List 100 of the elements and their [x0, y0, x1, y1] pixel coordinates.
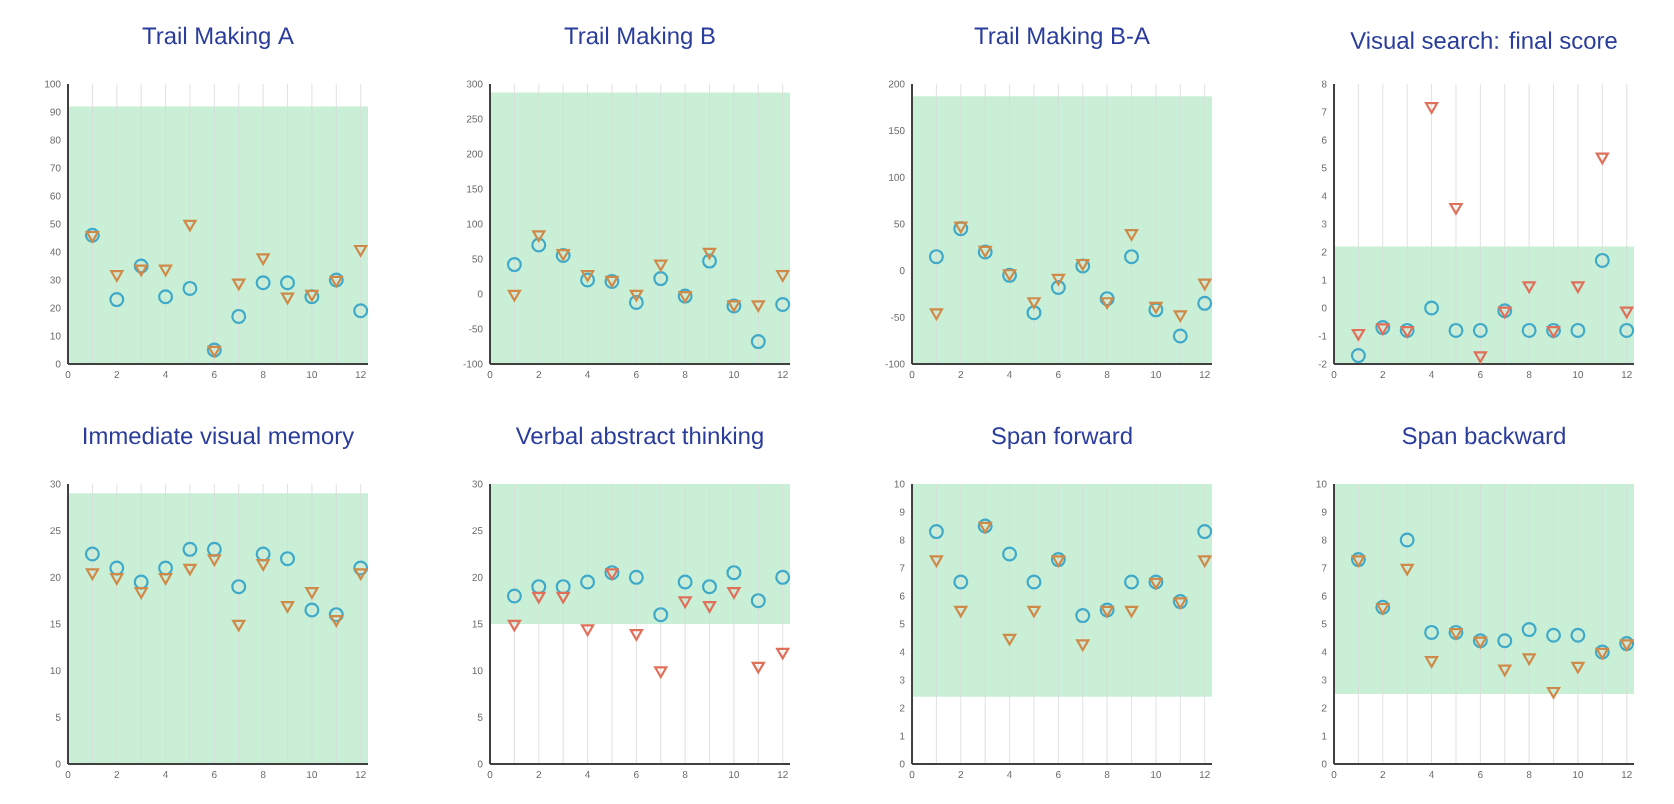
point	[1172, 328, 1188, 344]
point	[231, 579, 247, 595]
point	[232, 619, 246, 632]
point	[654, 666, 668, 679]
point	[580, 624, 595, 637]
point	[531, 237, 547, 253]
point	[1424, 624, 1440, 640]
point	[653, 271, 669, 287]
point	[1173, 310, 1187, 323]
point	[232, 278, 246, 291]
point	[1424, 300, 1440, 316]
point	[629, 289, 643, 302]
point	[1571, 661, 1585, 674]
point	[1571, 281, 1585, 294]
point	[158, 573, 173, 585]
point	[628, 569, 644, 585]
point	[206, 541, 222, 557]
point	[506, 257, 522, 273]
point	[353, 303, 369, 319]
point	[507, 619, 522, 632]
point	[1570, 322, 1586, 338]
point	[182, 541, 198, 557]
point	[109, 292, 125, 308]
point	[1620, 306, 1634, 319]
point	[750, 593, 766, 609]
chart-title: Trail Making B	[564, 26, 715, 50]
point	[953, 574, 969, 590]
point	[654, 259, 668, 272]
point	[354, 568, 368, 581]
point	[1546, 686, 1561, 699]
point	[1546, 627, 1562, 643]
point	[1570, 627, 1586, 643]
point	[280, 551, 296, 567]
point	[1498, 664, 1512, 677]
point	[158, 560, 174, 576]
point	[1400, 563, 1414, 576]
point	[677, 574, 693, 590]
chart-title: Visual search: final score	[1350, 31, 1617, 49]
point	[1472, 322, 1488, 338]
point	[256, 253, 270, 266]
point	[629, 629, 643, 641]
point	[1351, 328, 1366, 341]
point	[776, 647, 790, 660]
point	[304, 602, 320, 618]
point	[1026, 305, 1042, 321]
point	[1594, 252, 1610, 268]
point	[1027, 297, 1041, 309]
point	[255, 275, 271, 291]
point	[354, 244, 368, 257]
point	[628, 294, 644, 310]
point	[775, 569, 791, 585]
chart-title: Span backward	[1402, 426, 1565, 450]
point	[183, 563, 197, 576]
chart-title: Trail Making B-A	[974, 26, 1150, 49]
point	[1124, 574, 1140, 590]
point	[1124, 229, 1139, 241]
point	[1473, 351, 1487, 364]
point	[507, 289, 522, 302]
point	[531, 579, 547, 595]
point	[1100, 297, 1114, 309]
point	[506, 588, 522, 604]
point	[702, 253, 718, 269]
point	[1197, 295, 1213, 311]
point	[702, 247, 717, 260]
point	[133, 258, 149, 274]
point	[1124, 605, 1139, 618]
point	[1027, 605, 1041, 618]
point	[305, 587, 319, 599]
point	[1099, 291, 1115, 307]
point	[280, 601, 295, 613]
chart-title: Verbal abstract thinking	[515, 426, 763, 450]
point	[255, 546, 271, 562]
chart-title: Immediate visual memory	[84, 426, 355, 450]
point	[1619, 322, 1635, 338]
chart-title: Span forward	[992, 426, 1132, 450]
point	[84, 546, 100, 562]
point	[653, 607, 669, 623]
point	[580, 270, 595, 282]
point	[1026, 574, 1042, 590]
point	[134, 587, 148, 599]
point	[1198, 278, 1212, 291]
point	[702, 601, 717, 613]
point	[183, 219, 197, 232]
point	[328, 607, 344, 623]
point	[1076, 639, 1090, 652]
point	[702, 579, 718, 595]
point	[776, 270, 790, 282]
point	[1424, 102, 1439, 114]
point	[1051, 273, 1065, 286]
point	[1595, 152, 1609, 165]
point	[751, 661, 765, 674]
point	[1050, 279, 1066, 295]
point	[207, 554, 221, 567]
point	[134, 264, 148, 277]
point	[158, 289, 174, 305]
point	[532, 591, 546, 604]
point	[280, 292, 295, 305]
point	[1522, 281, 1536, 294]
point	[727, 587, 741, 599]
point	[750, 334, 766, 350]
